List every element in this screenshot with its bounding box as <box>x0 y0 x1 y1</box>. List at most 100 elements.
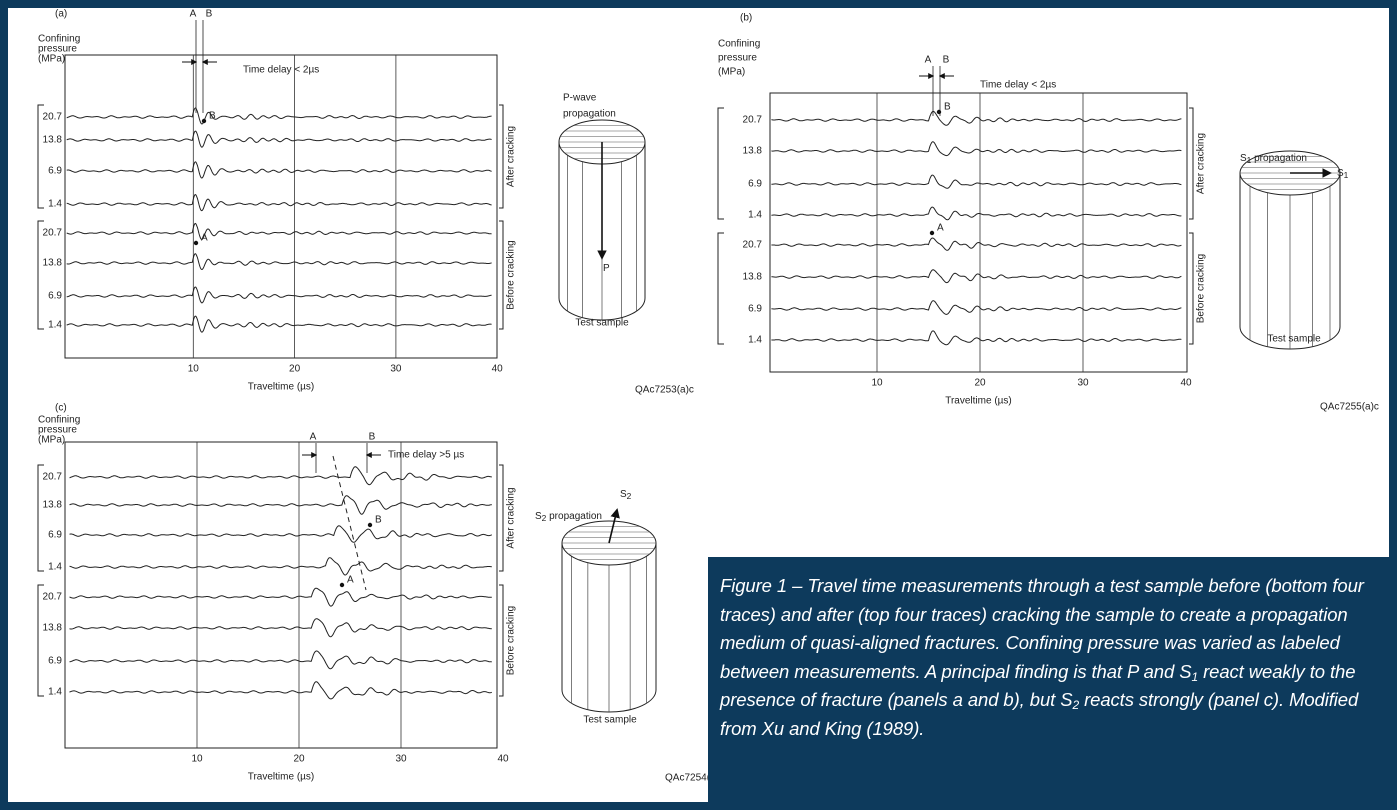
arrow-label: S2 <box>620 489 632 502</box>
group-label: Before cracking <box>506 240 517 309</box>
waveform <box>67 195 492 211</box>
pressure-label: 20.7 <box>43 228 63 239</box>
pressure-heading: pressure <box>718 53 757 64</box>
delay-note: Time delay < 2µs <box>243 65 319 76</box>
pressure-label: 13.8 <box>743 146 763 157</box>
waveform <box>771 238 1181 250</box>
left-bracket <box>718 233 724 344</box>
x-tick-label: 10 <box>871 378 883 389</box>
waveform <box>70 588 492 606</box>
caption: Figure 1 – Travel time measurements thro… <box>708 557 1397 810</box>
right-bracket <box>499 585 503 696</box>
waveform <box>70 682 492 699</box>
right-bracket <box>1189 108 1193 219</box>
sample-label: Test sample <box>575 318 629 329</box>
peak-dot <box>368 523 372 527</box>
waveform <box>70 619 492 637</box>
waveform <box>70 651 492 669</box>
x-axis-label: Traveltime (µs) <box>248 382 315 393</box>
x-tick-label: 30 <box>1077 378 1089 389</box>
sample-label: Test sample <box>1267 334 1321 345</box>
panel-label: (a) <box>55 9 67 20</box>
pressure-label: 6.9 <box>48 530 62 541</box>
waveform <box>771 207 1181 220</box>
figure-code: QAc7253(a)c <box>635 385 694 396</box>
marker-label: B <box>206 9 213 20</box>
group-label: After cracking <box>506 487 517 548</box>
x-tick-label: 20 <box>293 754 305 765</box>
arrow-label-part: P <box>603 263 610 274</box>
pressure-label: 20.7 <box>43 472 63 483</box>
pressure-label: 1.4 <box>48 199 62 210</box>
waveform <box>70 467 492 485</box>
waveform <box>67 316 492 332</box>
waveform <box>70 496 492 514</box>
pressure-heading: Confining <box>718 39 760 50</box>
x-tick-label: 40 <box>1180 378 1192 389</box>
x-tick-label: 10 <box>188 364 200 375</box>
x-tick-label: 40 <box>492 364 504 375</box>
pressure-label: 20.7 <box>743 240 763 251</box>
arrow-label: S1 <box>1337 168 1349 181</box>
marker-label: A <box>190 9 197 20</box>
peak-dot <box>202 119 206 123</box>
pressure-label: 1.4 <box>48 687 62 698</box>
group-label: After cracking <box>1196 133 1207 194</box>
peak-dot <box>930 231 934 235</box>
left-bracket <box>718 108 724 219</box>
figure-code: QAc7255(a)c <box>1320 402 1379 413</box>
group-label: After cracking <box>506 126 517 187</box>
marker-label: A <box>310 432 317 443</box>
waveform <box>771 175 1181 188</box>
pressure-heading: (MPa) <box>38 435 65 446</box>
waveform <box>67 131 492 147</box>
peak-label: A <box>347 575 354 586</box>
pressure-label: 6.9 <box>48 656 62 667</box>
pressure-label: 13.8 <box>43 500 63 511</box>
page: {"panels":[ {"label":"(a)","pressure_hea… <box>0 0 1397 810</box>
group-label: Before cracking <box>506 606 517 675</box>
peak-dot <box>194 241 198 245</box>
pressure-label: 13.8 <box>43 623 63 634</box>
pressure-label: 1.4 <box>48 320 62 331</box>
waveform <box>771 270 1181 283</box>
pressure-label: 1.4 <box>748 210 762 221</box>
x-tick-label: 30 <box>395 754 407 765</box>
marker-label: A <box>925 55 932 66</box>
x-tick-label: 30 <box>390 364 402 375</box>
x-axis-label: Traveltime (µs) <box>945 396 1012 407</box>
sample-title-part: propagation <box>546 511 602 522</box>
delay-note: Time delay < 2µs <box>980 80 1056 91</box>
right-bracket <box>499 465 503 571</box>
x-tick-label: 40 <box>497 754 509 765</box>
waveform <box>771 301 1181 315</box>
waveform <box>67 287 492 303</box>
peak-dot <box>340 583 344 587</box>
x-tick-label: 20 <box>974 378 986 389</box>
peak-label: B <box>209 111 216 122</box>
right-bracket <box>1189 233 1193 344</box>
pressure-label: 13.8 <box>43 135 63 146</box>
pressure-label: 6.9 <box>748 179 762 190</box>
x-tick-label: 10 <box>191 754 203 765</box>
waveform <box>67 108 492 124</box>
waveform <box>771 111 1181 125</box>
right-bracket <box>499 221 503 329</box>
arrow-label-part: 1 <box>1344 170 1349 180</box>
delay-note: Time delay >5 µs <box>388 450 464 461</box>
right-bracket <box>499 105 503 208</box>
sample-title-part: propagation <box>1251 153 1307 164</box>
pressure-label: 20.7 <box>43 592 63 603</box>
pressure-heading: (MPa) <box>718 67 745 78</box>
waveform <box>771 142 1181 156</box>
sample-title: S1 propagation <box>1240 153 1307 166</box>
peak-label: A <box>201 233 208 244</box>
x-axis-label: Traveltime (µs) <box>248 772 315 783</box>
sample-title: P-wave <box>563 93 597 104</box>
pressure-label: 1.4 <box>748 335 762 346</box>
panel-label: (c) <box>55 403 67 414</box>
waveform <box>67 254 492 270</box>
pressure-label: 13.8 <box>743 272 763 283</box>
pressure-label: 20.7 <box>743 115 763 126</box>
sample-label: Test sample <box>583 715 637 726</box>
